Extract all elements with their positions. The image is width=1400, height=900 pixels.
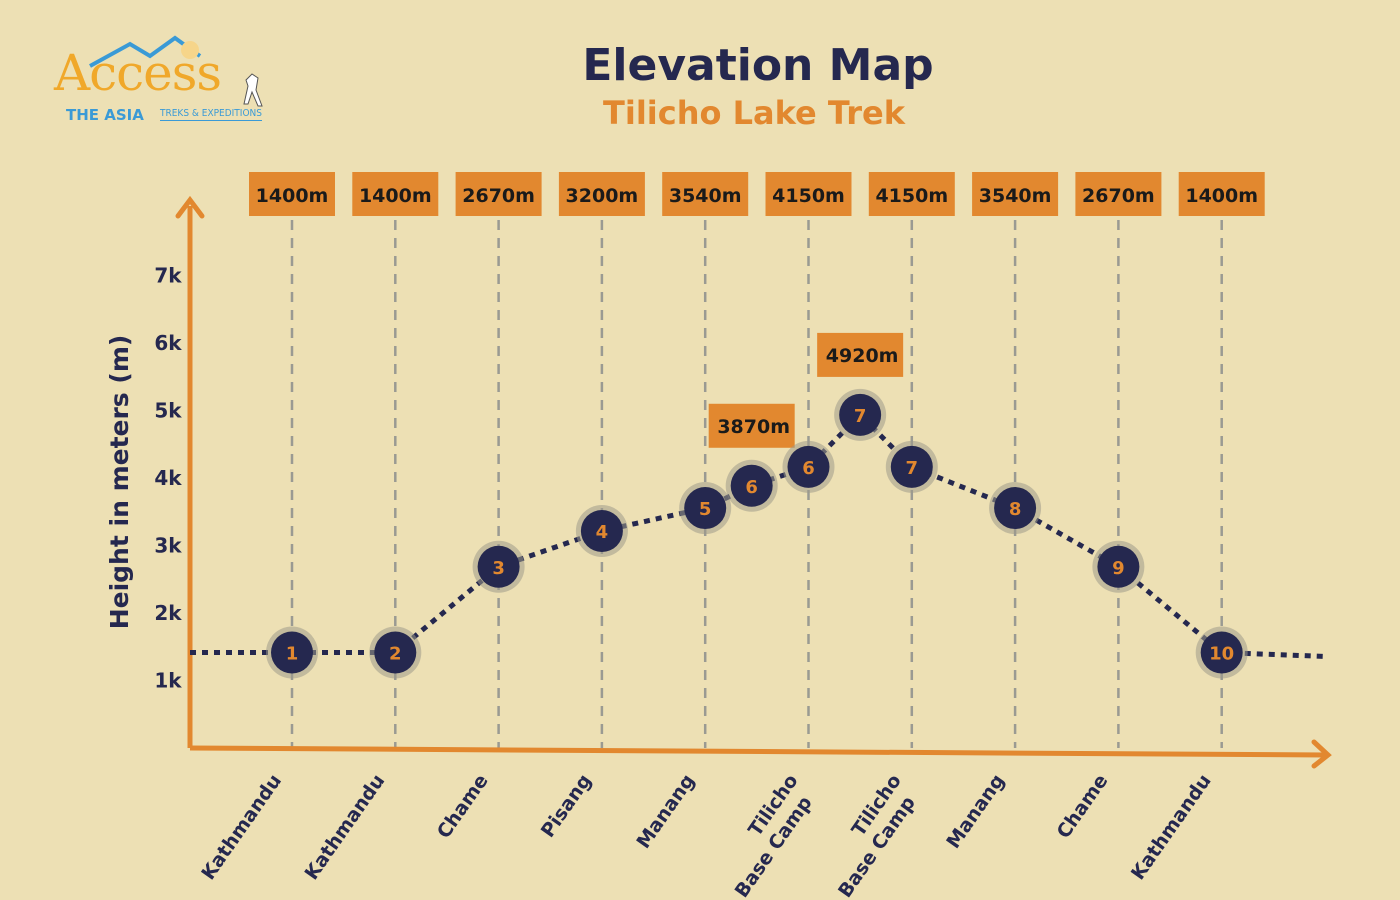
day-marker (477, 545, 520, 588)
day-marker-label: 7 (906, 458, 919, 479)
elevation-box-label: 3540m (669, 185, 742, 207)
day-marker (1097, 545, 1140, 588)
day-marker-label: 8 (1009, 499, 1022, 520)
logo-subtagline: TREKS & EXPEDITIONS (160, 108, 262, 121)
elevation-box-label: 3540m (979, 185, 1052, 207)
day-marker (890, 445, 933, 488)
x-tick-label: Chame (433, 770, 493, 842)
day-marker (271, 631, 313, 674)
elevation-box (352, 172, 439, 216)
elevation-box-label: 2670m (1082, 185, 1155, 207)
day-marker-label: 6 (802, 458, 815, 479)
day-marker-label: 4 (596, 522, 609, 543)
x-tick-label: Kathmandu (1127, 770, 1216, 884)
y-tick-label: 6k (154, 331, 182, 355)
x-tick-label: Manang (942, 770, 1009, 852)
y-tick-label: 4k (154, 466, 182, 490)
y-axis-arrow (175, 195, 205, 219)
y-axis-title: Height in meters (m) (105, 335, 134, 630)
elevation-box (972, 172, 1059, 216)
logo-tagline: THE ASIA (66, 106, 144, 124)
peak-elevation-box (817, 332, 904, 377)
elevation-box (868, 172, 955, 216)
day-marker-label: 9 (1112, 558, 1125, 579)
x-tick-label: Chame (1053, 770, 1113, 842)
day-marker (1200, 631, 1243, 674)
y-tick-label: 1k (154, 669, 182, 693)
x-axis-arrow (1311, 739, 1332, 769)
elevation-box-label: 1400m (359, 185, 432, 207)
mountain-logo-icon (89, 35, 263, 107)
elevation-box (1075, 172, 1162, 216)
peak-elevation-box (708, 403, 795, 448)
day-marker-label: 6 (745, 477, 758, 498)
day-marker-label: 5 (699, 499, 712, 520)
x-tick-label: Manang (632, 770, 699, 852)
elevation-box-label: 4150m (875, 185, 948, 207)
day-marker (374, 631, 417, 674)
elevation-line (190, 411, 1327, 659)
day-marker (994, 487, 1037, 530)
peak-elevation-label: 3870m (717, 416, 790, 438)
day-marker-label: 7 (854, 406, 867, 427)
day-marker (787, 445, 830, 488)
y-tick-label: 3k (154, 534, 182, 558)
day-marker (839, 393, 882, 436)
day-marker-label: 1 (286, 644, 299, 665)
elevation-box (662, 172, 749, 216)
day-marker (580, 510, 623, 552)
day-marker-label: 2 (389, 644, 402, 665)
peak-elevation-label: 4920m (826, 345, 899, 367)
elevation-box-label: 2670m (462, 185, 535, 207)
day-marker-label: 10 (1209, 644, 1234, 665)
logo-word: Access (54, 44, 222, 102)
elevation-box-label: 1400m (256, 185, 329, 207)
elevation-box-label: 1400m (1185, 185, 1258, 207)
x-axis (189, 745, 1327, 758)
elevation-box (249, 172, 335, 216)
elevation-box (455, 172, 542, 216)
x-tick-label: Kathmandu (197, 770, 286, 884)
elevation-box-label: 3200m (566, 185, 639, 207)
x-tick-label: Kathmandu (301, 770, 390, 884)
day-marker (730, 464, 773, 507)
y-tick-label: 5k (154, 399, 182, 423)
chart-subtitle: Tilicho Lake Trek (603, 94, 905, 132)
y-tick-label: 7k (154, 264, 182, 288)
elevation-box (558, 172, 645, 216)
elevation-box (765, 172, 852, 216)
chart-title: Elevation Map (582, 40, 934, 91)
elevation-box-label: 4150m (772, 185, 845, 207)
day-marker (684, 487, 727, 530)
y-tick-label: 2k (154, 601, 182, 625)
day-marker-label: 3 (492, 558, 505, 579)
elevation-box (1178, 172, 1265, 216)
brand-logo: Access THE ASIA TREKS & EXPEDITIONS (50, 34, 280, 134)
x-tick-label: Pisang (537, 770, 596, 841)
